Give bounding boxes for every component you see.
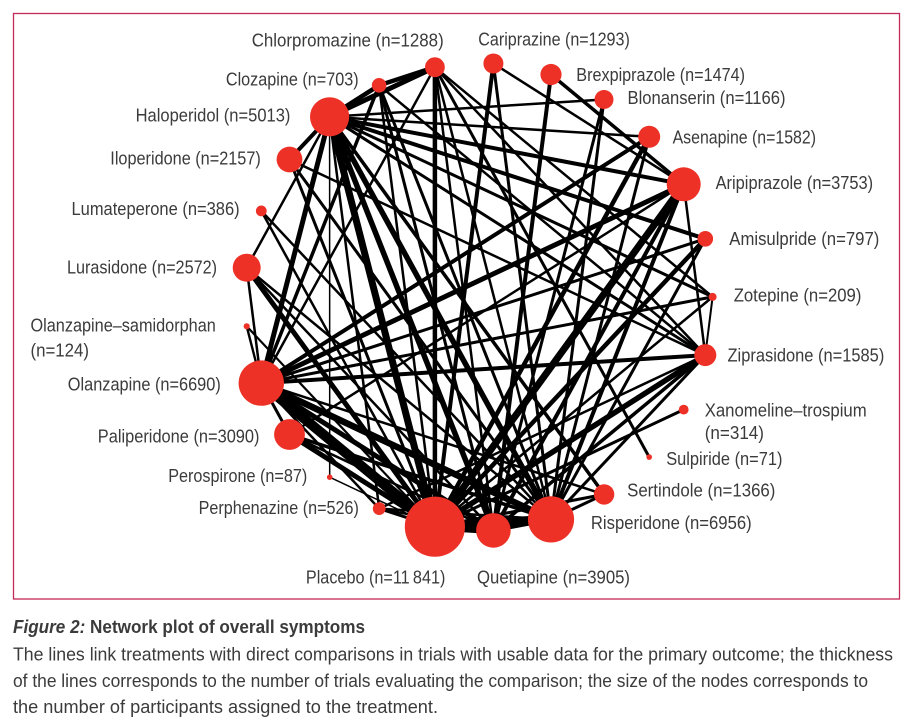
svg-text:Lurasidone (n=2572): Lurasidone (n=2572) <box>67 258 217 278</box>
svg-text:Aripiprazole (n=3753): Aripiprazole (n=3753) <box>716 173 874 193</box>
svg-text:Olanzapine (n=6690): Olanzapine (n=6690) <box>68 374 221 394</box>
svg-text:Lumateperone (n=386): Lumateperone (n=386) <box>72 199 240 219</box>
svg-text:Sertindole (n=1366): Sertindole (n=1366) <box>627 481 775 501</box>
svg-text:the number of participants ass: the number of participants assigned to t… <box>13 696 438 717</box>
svg-text:Risperidone (n=6956): Risperidone (n=6956) <box>591 513 752 533</box>
svg-text:Blonanserin (n=1166): Blonanserin (n=1166) <box>628 88 786 108</box>
svg-text:Zotepine (n=209): Zotepine (n=209) <box>734 286 862 306</box>
svg-text:Perphenazine (n=526): Perphenazine (n=526) <box>199 498 359 518</box>
svg-text:Ziprasidone (n=1585): Ziprasidone (n=1585) <box>728 345 885 365</box>
svg-text:Figure 2: Network plot of over: Figure 2: Network plot of overall sympto… <box>13 616 365 637</box>
svg-text:Clozapine (n=703): Clozapine (n=703) <box>226 69 359 89</box>
svg-text:Amisulpride (n=797): Amisulpride (n=797) <box>729 229 879 249</box>
svg-text:Quetiapine (n=3905): Quetiapine (n=3905) <box>477 568 630 588</box>
svg-text:(n=124): (n=124) <box>31 341 90 361</box>
svg-text:Paliperidone (n=3090): Paliperidone (n=3090) <box>98 427 260 447</box>
svg-text:Cariprazine (n=1293): Cariprazine (n=1293) <box>478 30 630 50</box>
svg-text:Chlorpromazine (n=1288): Chlorpromazine (n=1288) <box>252 31 444 51</box>
svg-text:(n=314): (n=314) <box>705 423 764 443</box>
svg-text:Haloperidol (n=5013): Haloperidol (n=5013) <box>136 105 291 125</box>
svg-text:Placebo (n=11 841): Placebo (n=11 841) <box>306 568 446 588</box>
svg-text:Perospirone (n=87): Perospirone (n=87) <box>168 466 307 486</box>
svg-text:of the lines corresponds to th: of the lines corresponds to the number o… <box>13 670 868 691</box>
svg-text:The lines link treatments with: The lines link treatments with direct co… <box>13 644 893 665</box>
svg-text:Sulpiride (n=71): Sulpiride (n=71) <box>666 449 782 469</box>
svg-text:Xanomeline–trospium: Xanomeline–trospium <box>705 400 867 420</box>
svg-text:Asenapine (n=1582): Asenapine (n=1582) <box>673 128 816 148</box>
svg-text:Brexpiprazole (n=1474): Brexpiprazole (n=1474) <box>576 65 745 85</box>
svg-text:Iloperidone (n=2157): Iloperidone (n=2157) <box>110 149 261 169</box>
svg-text:Olanzapine–samidorphan: Olanzapine–samidorphan <box>31 316 216 336</box>
